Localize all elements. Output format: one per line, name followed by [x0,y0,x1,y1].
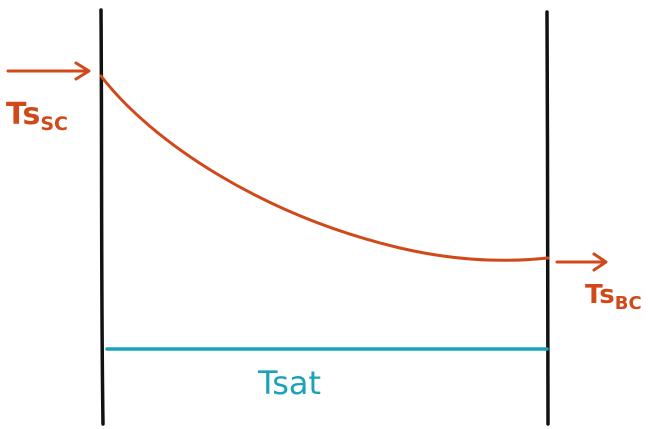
outlet-label-sub: BC [615,293,642,314]
inlet-label: TsSC [6,97,68,135]
outlet-arrow-icon [555,252,608,272]
left-wall [99,8,105,426]
outlet-label-main: Ts [585,280,615,310]
outlet-arrow-head [592,252,608,272]
inlet-arrow-icon [6,61,91,81]
outlet-label: TsBC [585,280,642,314]
inlet-arrow-head [74,61,91,81]
right-wall [545,10,550,426]
inlet-label-sub: SC [40,113,68,135]
saturation-label: Tsat [257,364,321,402]
inlet-label-main: Ts [6,97,40,132]
temperature-curve [99,74,550,262]
